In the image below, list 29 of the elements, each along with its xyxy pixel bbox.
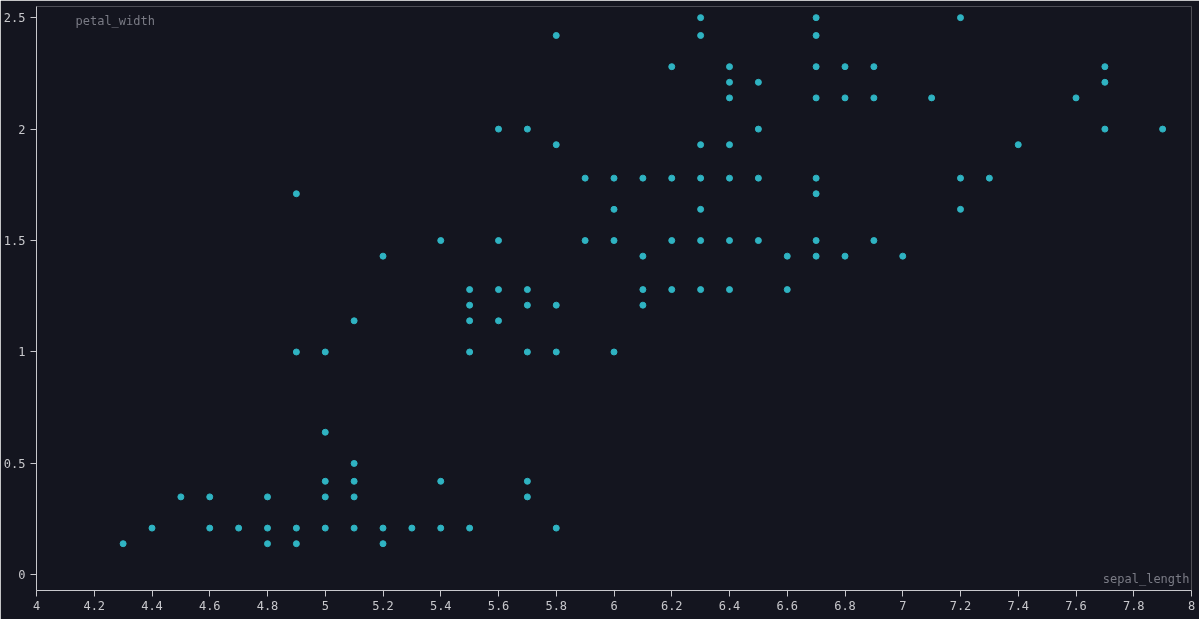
x-tick-label: 5.8: [545, 598, 568, 613]
y-tick-label: 0.5: [3, 456, 26, 471]
x-tick-label: 7.8: [1122, 598, 1145, 613]
x-tick-label: 6.8: [834, 598, 856, 613]
x-tick-label: 4: [32, 598, 41, 613]
x-tick-label: 5.4: [429, 598, 452, 613]
x-tick-label: 4.8: [256, 598, 279, 613]
y-tick-label: 2.5: [3, 11, 26, 26]
x-tick-label: 7: [899, 598, 907, 613]
x-tick-label: 4.4: [141, 598, 163, 613]
x-tick-label: 7.6: [1065, 598, 1087, 613]
x-tick-label: 5: [321, 598, 329, 613]
y-tick-label: 0: [18, 568, 26, 583]
x-tick-label: 6: [610, 598, 618, 613]
y-tick-label: 2: [18, 122, 26, 137]
x-tick-label: 5.6: [487, 598, 510, 613]
x-tick-label: 4.6: [198, 598, 221, 613]
x-tick-label: 7.2: [949, 598, 972, 613]
y-tick-label: 1: [18, 345, 26, 360]
x-tick-label: 6.4: [718, 598, 741, 613]
x-tick-label: 7.4: [1007, 598, 1030, 613]
y-tick-label: 1.5: [3, 234, 26, 249]
x-tick-label: 4.2: [83, 598, 106, 613]
x-tick-label: 5.2: [372, 598, 394, 613]
x-tick-label: 8: [1187, 598, 1196, 613]
y-axis-title: petal_width: [75, 13, 155, 28]
x-tick-label: 6.6: [776, 598, 799, 613]
x-tick-label: 6.2: [660, 598, 683, 613]
x-axis-title: sepal_length: [1102, 571, 1190, 586]
